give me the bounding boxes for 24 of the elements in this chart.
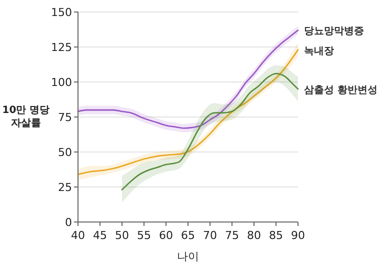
series-label: 녹내장 — [304, 46, 334, 57]
y-tick-label: 150 — [51, 6, 72, 19]
x-tick-label: 45 — [93, 229, 107, 242]
y-tick-label: 0 — [65, 216, 72, 229]
y-axis-title: 10만 명당 자살률 — [2, 105, 50, 129]
y-tick-label: 75 — [58, 111, 72, 124]
x-tick-label: 90 — [291, 229, 305, 242]
series-label: 당뇨망막병증 — [304, 26, 364, 38]
line-series — [121, 72, 299, 190]
x-axis-title: 나이 — [177, 250, 199, 263]
x-tick-label: 80 — [247, 229, 261, 242]
x-tick-label: 55 — [137, 229, 151, 242]
y-tick-label: 100 — [51, 76, 72, 89]
x-tick-label: 70 — [203, 229, 217, 242]
y-tick-label: 50 — [58, 146, 72, 159]
x-tick-label: 40 — [71, 229, 85, 242]
x-tick-label: 65 — [181, 229, 195, 242]
x-tick-label: 75 — [225, 229, 239, 242]
x-tick-label: 60 — [159, 229, 173, 242]
x-tick-label: 85 — [269, 229, 283, 242]
series-label: 삼출성 황반변성 — [304, 85, 378, 96]
y-tick-label: 125 — [51, 41, 72, 54]
y-tick-label: 25 — [58, 181, 72, 194]
x-tick-label: 50 — [115, 229, 129, 242]
